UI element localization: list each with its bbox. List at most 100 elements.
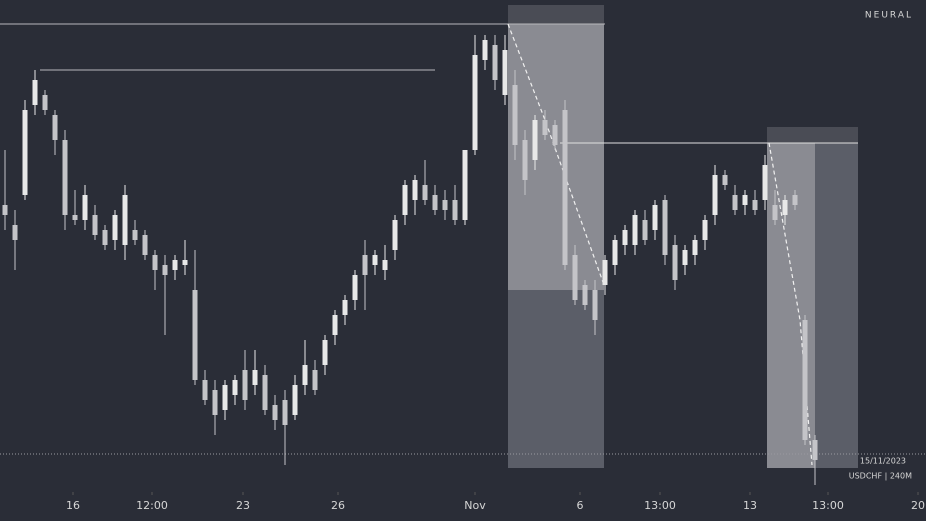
candle-body	[372, 255, 378, 265]
candle-body	[192, 290, 198, 380]
candle-body	[722, 175, 728, 185]
target-cap	[508, 5, 604, 24]
candle-body	[442, 200, 448, 210]
candle-body	[772, 205, 778, 220]
stop-zone	[815, 143, 858, 468]
candle-body	[512, 85, 518, 145]
candle-body	[562, 110, 568, 265]
candle-body	[42, 95, 48, 110]
stop-zone	[508, 290, 604, 468]
watermark: NEURAL	[865, 11, 913, 21]
x-tick-label: 16	[66, 499, 80, 512]
candle-body	[692, 240, 698, 255]
candle-body	[342, 300, 348, 315]
candle-body	[202, 380, 208, 400]
candle-body	[782, 200, 788, 215]
candle-body	[402, 185, 408, 215]
candle-body	[92, 215, 98, 235]
candle-body	[32, 80, 38, 105]
x-tick-label: 13	[743, 499, 757, 512]
candle-body	[662, 200, 668, 255]
candle-body	[72, 215, 78, 220]
candle-body	[702, 220, 708, 240]
candle-body	[362, 255, 368, 275]
candle-body	[162, 265, 168, 275]
date-label: 15/11/2023	[860, 457, 906, 466]
projection	[768, 142, 813, 466]
candle-body	[752, 200, 758, 210]
projection	[507, 23, 605, 286]
x-tick-label: 12:00	[136, 499, 168, 512]
candle-body	[542, 120, 548, 135]
candle-body	[472, 55, 478, 150]
candle-body	[312, 370, 318, 390]
x-tick-label: 6	[577, 499, 584, 512]
candle-body	[532, 120, 538, 160]
candle-body	[82, 195, 88, 220]
candles	[2, 35, 818, 485]
candle-body	[632, 215, 638, 245]
candle-body	[272, 405, 278, 420]
candle-body	[612, 240, 618, 265]
candle-body	[502, 50, 508, 95]
x-tick-label: 13:00	[644, 499, 676, 512]
candle-body	[492, 45, 498, 80]
candle-body	[582, 285, 588, 305]
target-cap	[767, 127, 858, 143]
candle-body	[802, 320, 808, 440]
candle-body	[152, 255, 158, 270]
candle-body	[132, 230, 138, 240]
candle-body	[242, 370, 248, 400]
candle-body	[212, 390, 218, 415]
candle-body	[332, 315, 338, 335]
candle-body	[52, 115, 58, 140]
candle-body	[762, 165, 768, 200]
candle-body	[62, 140, 68, 215]
candle-body	[282, 400, 288, 425]
candle-body	[102, 230, 108, 245]
candle-body	[672, 245, 678, 280]
target-zone	[767, 143, 815, 468]
candle-body	[232, 380, 238, 395]
candle-body	[112, 215, 118, 240]
candle-body	[732, 195, 738, 210]
candle-body	[252, 370, 258, 385]
candle-body	[322, 340, 328, 365]
candle-body	[572, 255, 578, 300]
candle-body	[592, 290, 598, 320]
x-tick-label: 26	[331, 499, 345, 512]
candle-body	[522, 140, 528, 180]
candle-body	[452, 200, 458, 220]
candle-body	[552, 125, 558, 145]
candle-body	[302, 365, 308, 385]
candle-body	[142, 235, 148, 255]
candle-body	[682, 250, 688, 265]
target-zone	[508, 5, 604, 290]
candle-body	[412, 180, 418, 200]
candle-body	[712, 175, 718, 215]
candle-body	[392, 220, 398, 250]
candle-body	[742, 195, 748, 205]
candle-body	[2, 205, 8, 215]
candle-body	[292, 385, 298, 415]
candle-body	[222, 385, 228, 410]
candle-body	[172, 260, 178, 270]
x-tick-label: 13:00	[812, 499, 844, 512]
candle-body	[432, 195, 438, 210]
candle-body	[182, 260, 188, 265]
x-tick-label: Nov	[464, 499, 486, 512]
candle-body	[642, 220, 648, 240]
candle-body	[462, 150, 468, 220]
x-tick-label: 23	[236, 499, 250, 512]
x-tick-label: 20	[911, 499, 925, 512]
candle-body	[422, 185, 428, 200]
candle-body	[262, 375, 268, 410]
candle-body	[652, 205, 658, 230]
candle-body	[22, 110, 28, 195]
candle-body	[482, 40, 488, 60]
candle-body	[12, 225, 18, 240]
candle-body	[122, 195, 128, 245]
symbol-label: USDCHF | 240M	[849, 472, 912, 481]
candle-body	[812, 440, 818, 460]
